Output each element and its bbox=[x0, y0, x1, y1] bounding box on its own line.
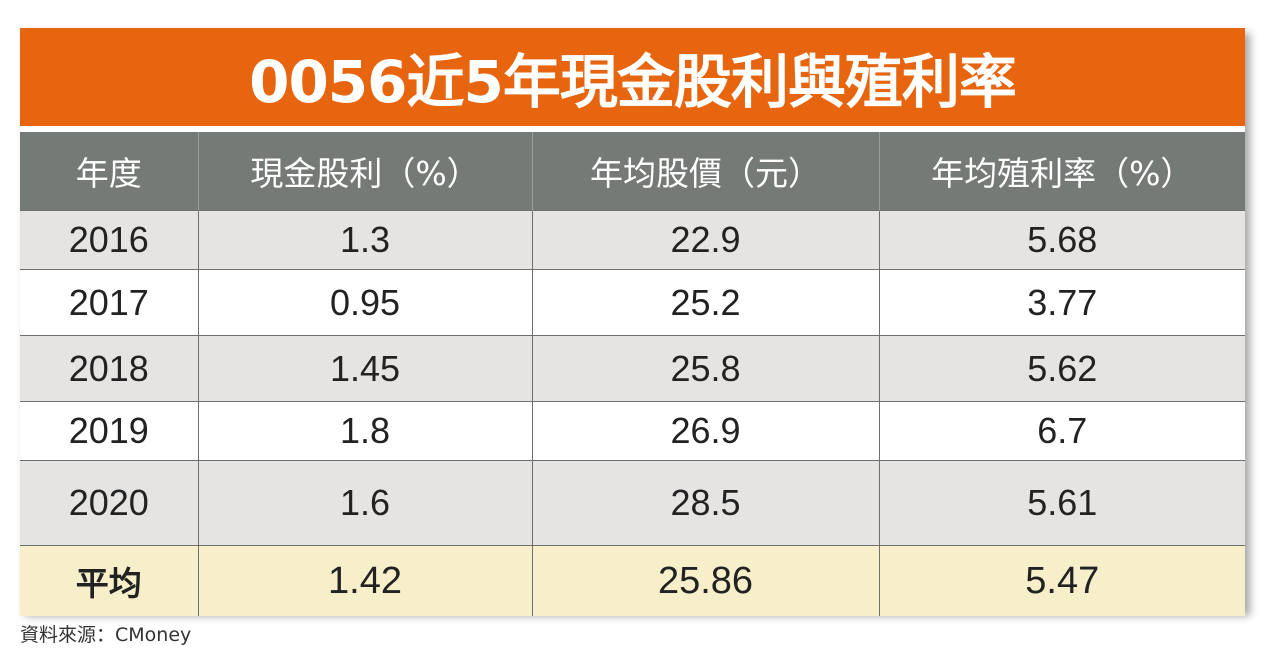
table-row: 2017 0.95 25.2 3.77 bbox=[20, 269, 1245, 336]
cell-year: 2016 bbox=[20, 210, 198, 270]
cell-price: 25.8 bbox=[531, 335, 879, 402]
average-yield: 5.47 bbox=[878, 545, 1245, 616]
header-year: 年度 bbox=[20, 132, 198, 211]
cell-yield: 5.68 bbox=[878, 210, 1245, 270]
average-row: 平均 1.42 25.86 5.47 bbox=[20, 545, 1245, 616]
cell-yield: 5.61 bbox=[878, 460, 1245, 546]
cell-dividend: 1.3 bbox=[197, 210, 532, 270]
table-row: 2018 1.45 25.8 5.62 bbox=[20, 335, 1245, 402]
table-row: 2020 1.6 28.5 5.61 bbox=[20, 460, 1245, 546]
cell-yield: 3.77 bbox=[878, 269, 1245, 336]
table-row: 2016 1.3 22.9 5.68 bbox=[20, 210, 1245, 270]
header-avg-yield: 年均殖利率（%） bbox=[878, 132, 1245, 211]
cell-yield: 5.62 bbox=[878, 335, 1245, 402]
header-avg-price: 年均股價（元） bbox=[531, 132, 879, 211]
cell-price: 25.2 bbox=[531, 269, 879, 336]
cell-year: 2020 bbox=[20, 460, 198, 546]
cell-year: 2019 bbox=[20, 401, 198, 461]
table-row: 2019 1.8 26.9 6.7 bbox=[20, 401, 1245, 461]
cell-price: 26.9 bbox=[531, 401, 879, 461]
cell-year: 2017 bbox=[20, 269, 198, 336]
header-row: 年度 現金股利（%） 年均股價（元） 年均殖利率（%） bbox=[20, 132, 1245, 211]
dividend-table-card: 0056近5年現金股利與殖利率 年度 現金股利（%） 年均股價（元） 年均殖利率… bbox=[20, 28, 1245, 616]
average-dividend: 1.42 bbox=[197, 545, 532, 616]
average-label: 平均 bbox=[20, 545, 198, 616]
cell-price: 28.5 bbox=[531, 460, 879, 546]
cell-dividend: 1.6 bbox=[197, 460, 532, 546]
cell-dividend: 1.8 bbox=[197, 401, 532, 461]
cell-year: 2018 bbox=[20, 335, 198, 402]
dividend-table: 年度 現金股利（%） 年均股價（元） 年均殖利率（%） 2016 1.3 22.… bbox=[20, 132, 1245, 616]
cell-price: 22.9 bbox=[531, 210, 879, 270]
source-note: 資料來源：CMoney bbox=[20, 624, 192, 646]
cell-dividend: 1.45 bbox=[197, 335, 532, 402]
average-price: 25.86 bbox=[531, 545, 879, 616]
cell-yield: 6.7 bbox=[878, 401, 1245, 461]
table-title: 0056近5年現金股利與殖利率 bbox=[249, 48, 1017, 116]
title-divider bbox=[20, 126, 1245, 132]
header-cash-dividend: 現金股利（%） bbox=[197, 132, 532, 211]
title-bar: 0056近5年現金股利與殖利率 bbox=[20, 28, 1245, 126]
cell-dividend: 0.95 bbox=[197, 269, 532, 336]
